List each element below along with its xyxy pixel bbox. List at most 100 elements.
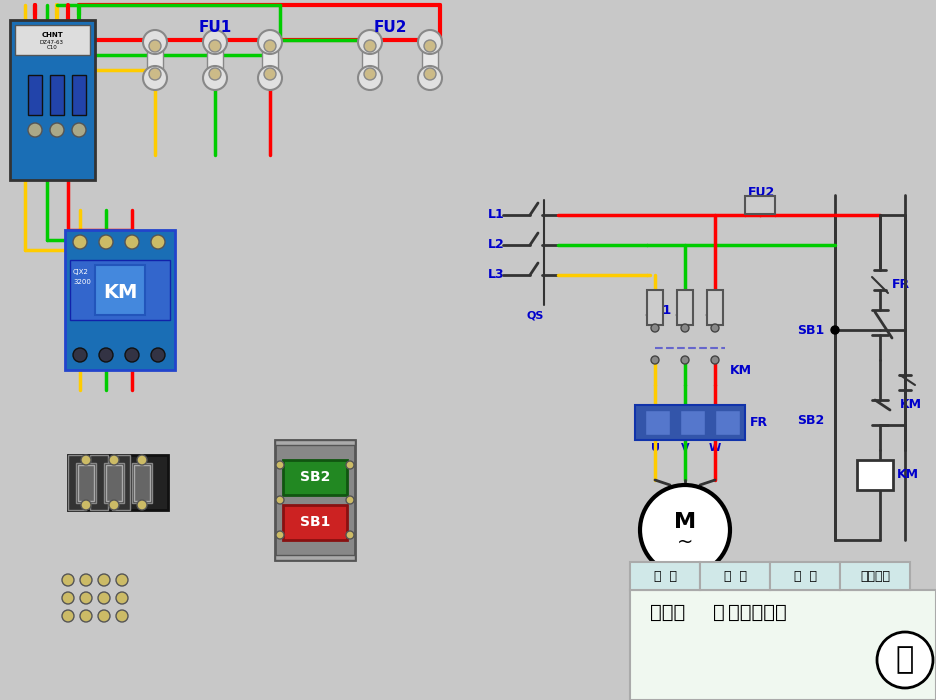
FancyBboxPatch shape: [65, 230, 175, 370]
Text: 3200: 3200: [73, 279, 91, 285]
FancyBboxPatch shape: [630, 590, 936, 700]
FancyBboxPatch shape: [283, 460, 347, 495]
FancyBboxPatch shape: [70, 260, 170, 320]
Text: 👍: 👍: [896, 645, 914, 675]
Text: ~: ~: [677, 533, 694, 552]
Text: KM: KM: [897, 468, 919, 482]
Text: KM: KM: [103, 283, 138, 302]
Text: FU2: FU2: [748, 186, 775, 200]
Text: CJX2: CJX2: [73, 269, 89, 275]
Circle shape: [62, 592, 74, 604]
Circle shape: [877, 632, 933, 688]
Circle shape: [80, 592, 92, 604]
Text: M: M: [674, 512, 696, 532]
Circle shape: [149, 40, 161, 52]
Circle shape: [364, 40, 376, 52]
Circle shape: [62, 574, 74, 586]
FancyBboxPatch shape: [707, 290, 723, 325]
Text: SB1: SB1: [797, 323, 825, 337]
Circle shape: [346, 461, 354, 469]
Circle shape: [651, 324, 659, 332]
Text: 答  案: 答 案: [794, 570, 816, 582]
Circle shape: [99, 348, 113, 362]
FancyBboxPatch shape: [68, 455, 168, 510]
Text: L3: L3: [488, 269, 505, 281]
Text: 确: 确: [713, 603, 724, 622]
Text: FU1: FU1: [198, 20, 231, 36]
FancyBboxPatch shape: [630, 562, 700, 590]
Circle shape: [80, 610, 92, 622]
Circle shape: [98, 592, 110, 604]
Text: FU1: FU1: [645, 304, 672, 316]
FancyBboxPatch shape: [857, 460, 893, 490]
Text: FU2: FU2: [373, 20, 407, 36]
FancyBboxPatch shape: [72, 75, 86, 115]
Circle shape: [143, 66, 167, 90]
Circle shape: [651, 356, 659, 364]
FancyBboxPatch shape: [680, 410, 705, 435]
FancyBboxPatch shape: [715, 410, 740, 435]
FancyBboxPatch shape: [840, 562, 910, 590]
FancyBboxPatch shape: [10, 20, 95, 180]
Circle shape: [116, 610, 128, 622]
FancyBboxPatch shape: [106, 465, 122, 501]
Circle shape: [203, 30, 227, 54]
Circle shape: [99, 235, 113, 249]
Circle shape: [151, 348, 165, 362]
FancyBboxPatch shape: [28, 75, 42, 115]
Circle shape: [98, 574, 110, 586]
Circle shape: [137, 500, 147, 510]
Text: U: U: [651, 443, 660, 453]
FancyBboxPatch shape: [283, 505, 347, 540]
Circle shape: [81, 500, 91, 510]
Circle shape: [418, 66, 442, 90]
Circle shape: [358, 30, 382, 54]
FancyBboxPatch shape: [635, 405, 745, 440]
Circle shape: [109, 455, 119, 465]
Circle shape: [358, 66, 382, 90]
FancyBboxPatch shape: [132, 463, 152, 503]
Circle shape: [73, 348, 87, 362]
Text: 接线正: 接线正: [650, 603, 685, 622]
Circle shape: [98, 610, 110, 622]
FancyBboxPatch shape: [422, 42, 438, 78]
Circle shape: [203, 66, 227, 90]
Text: DZ47-63
C10: DZ47-63 C10: [40, 40, 64, 50]
Circle shape: [81, 455, 91, 465]
Text: KM: KM: [730, 363, 752, 377]
Circle shape: [143, 30, 167, 54]
Circle shape: [80, 574, 92, 586]
Text: CHNT: CHNT: [41, 32, 63, 38]
Circle shape: [62, 610, 74, 622]
Text: KM: KM: [900, 398, 922, 412]
FancyBboxPatch shape: [647, 290, 663, 325]
FancyBboxPatch shape: [68, 455, 86, 510]
Circle shape: [346, 496, 354, 504]
FancyBboxPatch shape: [104, 463, 124, 503]
Circle shape: [125, 235, 139, 249]
Text: 保  存: 保 存: [724, 570, 747, 582]
FancyBboxPatch shape: [362, 42, 378, 78]
FancyBboxPatch shape: [90, 455, 108, 510]
Circle shape: [276, 496, 284, 504]
Text: V: V: [680, 443, 689, 453]
FancyBboxPatch shape: [78, 465, 94, 501]
FancyBboxPatch shape: [275, 440, 355, 445]
Circle shape: [831, 326, 839, 334]
Circle shape: [28, 123, 42, 137]
FancyBboxPatch shape: [147, 42, 163, 78]
FancyBboxPatch shape: [50, 75, 64, 115]
FancyBboxPatch shape: [770, 562, 840, 590]
Text: L2: L2: [488, 239, 505, 251]
Circle shape: [116, 592, 128, 604]
Circle shape: [116, 574, 128, 586]
Circle shape: [264, 68, 276, 80]
Text: FR: FR: [892, 279, 910, 291]
Circle shape: [364, 68, 376, 80]
Circle shape: [276, 531, 284, 539]
Circle shape: [424, 40, 436, 52]
FancyBboxPatch shape: [207, 42, 223, 78]
Circle shape: [711, 356, 719, 364]
Text: SB2: SB2: [797, 414, 825, 426]
FancyBboxPatch shape: [76, 463, 96, 503]
